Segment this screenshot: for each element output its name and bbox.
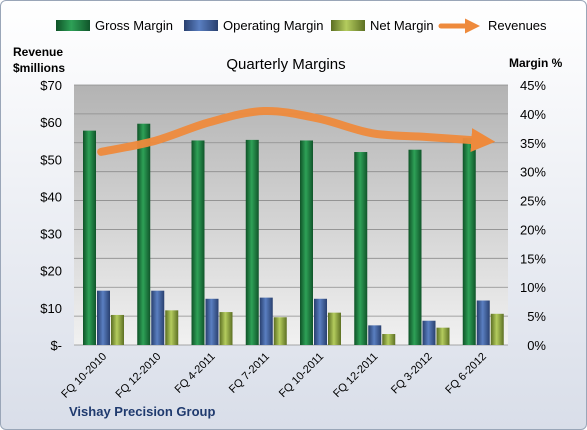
left-axis-label-line1: Revenue — [13, 45, 63, 59]
bar-operating-margin — [368, 325, 382, 345]
bar-gross-margin — [83, 130, 96, 345]
bar-operating-margin — [97, 290, 110, 345]
right-tick-label: 25% — [520, 194, 546, 209]
revenue-line — [97, 106, 496, 156]
legend: Gross Margin Operating Margin Net Margin… — [56, 18, 547, 34]
left-tick-label: $60 — [40, 115, 62, 130]
left-axis-label-line2: $millions — [13, 61, 65, 75]
left-tick-label: $- — [50, 338, 62, 353]
left-tick-label: $50 — [40, 152, 62, 167]
bar-operating-margin — [151, 290, 165, 345]
revenue-line-group — [97, 106, 496, 156]
left-tick-label: $10 — [40, 301, 62, 316]
bar-gross-margin — [408, 149, 422, 345]
legend-swatch-operating-margin — [184, 20, 218, 31]
left-axis-ticks: $- $10 $20 $30 $40 $50 $60 $70 — [40, 78, 62, 353]
bar-gross-margin — [462, 138, 476, 345]
bar-net-margin — [382, 334, 396, 345]
bar-operating-margin — [422, 320, 436, 345]
legend-label-operating-margin: Operating Margin — [223, 18, 323, 33]
right-tick-label: 5% — [527, 309, 546, 324]
bar-net-margin — [165, 310, 179, 345]
left-tick-label: $40 — [40, 189, 62, 204]
bar-gross-margin — [245, 139, 259, 345]
bar-net-margin — [111, 314, 124, 345]
x-axis-ticks: FQ 10-2010 FQ 12-2010 FQ 4-2011 FQ 7-2011 FQ… — [59, 351, 489, 401]
bar-net-margin — [219, 312, 233, 345]
legend-swatch-net-margin — [331, 20, 365, 31]
right-tick-label: 35% — [520, 136, 546, 151]
right-tick-label: 15% — [520, 251, 546, 266]
x-tick-label: FQ 10-2010 — [59, 351, 109, 401]
bar-operating-margin — [259, 297, 273, 345]
legend-label-net-margin: Net Margin — [370, 18, 434, 33]
x-tick-label: FQ 10-2011 — [277, 351, 326, 400]
left-tick-label: $70 — [40, 78, 62, 93]
bar-net-margin — [436, 327, 450, 345]
x-tick-label: FQ 12-2011 — [331, 351, 380, 400]
x-tick-label: FQ 6-2012 — [443, 351, 489, 397]
bar-operating-margin — [476, 300, 490, 345]
bars — [83, 123, 504, 345]
bar-operating-margin — [205, 298, 219, 345]
footer-company-name: Vishay Precision Group — [69, 404, 215, 419]
legend-label-gross-margin: Gross Margin — [95, 18, 173, 33]
x-tick-label: FQ 12-2010 — [114, 351, 164, 401]
right-tick-label: 45% — [520, 78, 546, 93]
x-tick-label: FQ 3-2012 — [389, 351, 435, 397]
bar-net-margin — [490, 313, 504, 345]
bar-operating-margin — [314, 298, 327, 345]
legend-label-revenues: Revenues — [488, 18, 547, 33]
x-tick-label: FQ 4-2011 — [173, 351, 218, 396]
bar-gross-margin — [354, 152, 368, 345]
legend-swatch-gross-margin — [56, 20, 90, 31]
x-tick-label: FQ 7-2011 — [227, 351, 272, 396]
bar-net-margin — [328, 312, 341, 345]
bar-net-margin — [273, 317, 287, 345]
right-tick-label: 40% — [520, 107, 546, 122]
left-tick-label: $30 — [40, 227, 62, 242]
bar-gross-margin — [191, 140, 205, 345]
right-axis-label: Margin % — [509, 56, 563, 70]
right-tick-label: 0% — [527, 338, 546, 353]
left-tick-label: $20 — [40, 264, 62, 279]
right-tick-label: 20% — [520, 222, 546, 237]
right-tick-label: 10% — [520, 280, 546, 295]
bar-gross-margin — [300, 140, 313, 345]
right-tick-label: 30% — [520, 165, 546, 180]
bar-gross-margin — [137, 123, 151, 345]
right-axis-ticks: 0% 5% 10% 15% 20% 25% 30% 35% 40% 45% — [520, 78, 546, 353]
chart-title: Quarterly Margins — [226, 56, 345, 73]
